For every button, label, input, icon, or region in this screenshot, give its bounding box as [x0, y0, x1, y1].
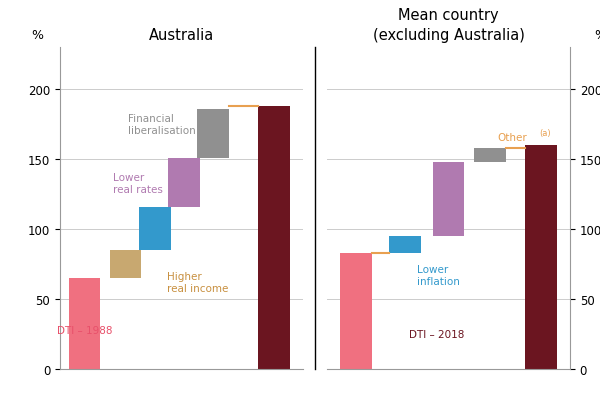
Bar — [68, 278, 100, 369]
Bar — [258, 107, 290, 369]
Text: Other: Other — [497, 133, 527, 143]
Bar — [168, 158, 200, 207]
Text: Financial
liberalisation: Financial liberalisation — [128, 114, 196, 136]
Title: Australia: Australia — [149, 28, 214, 43]
Text: DTI – 1988: DTI – 1988 — [56, 325, 112, 335]
Text: Lower
inflation: Lower inflation — [417, 264, 460, 286]
Bar — [197, 109, 229, 158]
Bar — [474, 148, 506, 162]
Title: Mean country
(excluding Australia): Mean country (excluding Australia) — [373, 8, 524, 43]
Bar — [110, 250, 142, 278]
Text: %: % — [594, 29, 600, 42]
Bar — [433, 162, 464, 237]
Text: Higher
real income: Higher real income — [167, 271, 228, 293]
Bar — [139, 207, 170, 250]
Text: %: % — [31, 29, 43, 42]
Bar — [340, 253, 372, 369]
Bar — [389, 237, 421, 253]
Text: (a): (a) — [539, 128, 551, 138]
Text: Lower
real rates: Lower real rates — [113, 173, 163, 194]
Text: DTI – 2018: DTI – 2018 — [409, 329, 464, 339]
Bar — [525, 146, 557, 369]
